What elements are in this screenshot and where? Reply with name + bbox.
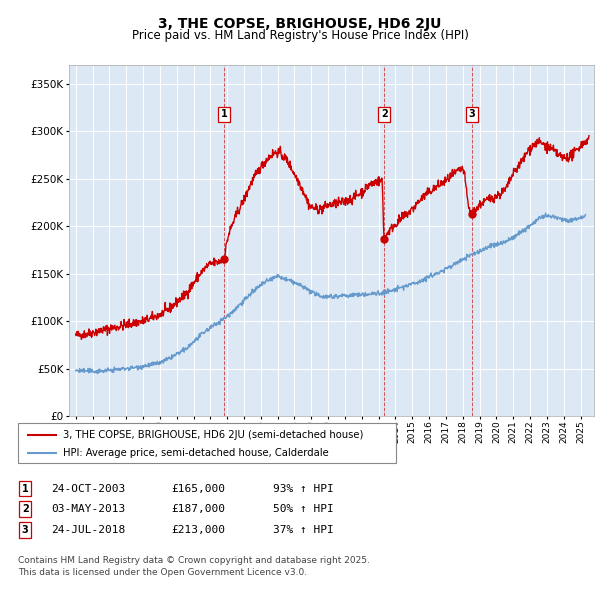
Text: 1: 1 [221, 109, 227, 119]
Text: 3: 3 [469, 109, 476, 119]
Text: 2: 2 [22, 504, 29, 514]
Text: 2: 2 [381, 109, 388, 119]
Text: 3, THE COPSE, BRIGHOUSE, HD6 2JU: 3, THE COPSE, BRIGHOUSE, HD6 2JU [158, 17, 442, 31]
Text: 3: 3 [22, 525, 29, 535]
Text: 24-OCT-2003: 24-OCT-2003 [51, 484, 125, 493]
Text: 37% ↑ HPI: 37% ↑ HPI [273, 525, 334, 535]
Text: HPI: Average price, semi-detached house, Calderdale: HPI: Average price, semi-detached house,… [63, 448, 329, 458]
Text: Contains HM Land Registry data © Crown copyright and database right 2025.
This d: Contains HM Land Registry data © Crown c… [18, 556, 370, 576]
Text: £213,000: £213,000 [171, 525, 225, 535]
Text: 03-MAY-2013: 03-MAY-2013 [51, 504, 125, 514]
Text: 50% ↑ HPI: 50% ↑ HPI [273, 504, 334, 514]
Text: 1: 1 [22, 484, 29, 493]
Text: £165,000: £165,000 [171, 484, 225, 493]
Text: 93% ↑ HPI: 93% ↑ HPI [273, 484, 334, 493]
Text: Price paid vs. HM Land Registry's House Price Index (HPI): Price paid vs. HM Land Registry's House … [131, 29, 469, 42]
Text: 24-JUL-2018: 24-JUL-2018 [51, 525, 125, 535]
Text: 3, THE COPSE, BRIGHOUSE, HD6 2JU (semi-detached house): 3, THE COPSE, BRIGHOUSE, HD6 2JU (semi-d… [63, 430, 364, 440]
Text: £187,000: £187,000 [171, 504, 225, 514]
